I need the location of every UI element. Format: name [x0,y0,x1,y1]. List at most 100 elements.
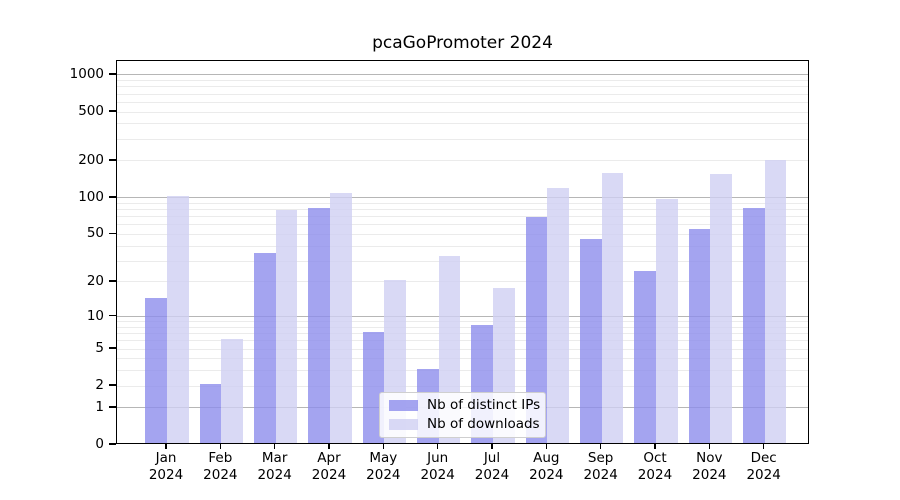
y-tick-label: 10 [86,307,104,324]
y-tick-mark [109,314,116,317]
bar-downloads-dec [764,160,787,443]
x-tick-mark [382,444,385,449]
x-tick-label: Jul 2024 [474,450,510,483]
y-tick-mark [109,159,116,161]
x-tick-mark [545,444,548,449]
minor-gridline [117,111,808,113]
minor-gridline [117,321,808,323]
x-tick-mark [708,444,711,449]
x-tick-mark [273,444,276,449]
bar-downloads-aug [547,188,570,443]
legend-item-downloads: Nb of downloads [389,417,545,432]
minor-gridline [117,123,808,125]
minor-gridline [117,202,808,204]
y-tick-mark [109,73,116,75]
bar-distinct-ips-feb [199,384,222,443]
y-tick-label: 500 [78,103,104,120]
bar-distinct-ips-aug [525,217,548,443]
bar-downloads-nov [710,174,733,443]
minor-gridline [117,281,808,283]
major-gridline [117,197,808,199]
x-tick-mark [762,444,765,449]
x-tick-label: Nov 2024 [692,450,727,483]
y-tick-label: 1000 [69,65,104,82]
x-tick-label: Dec 2024 [746,450,781,483]
minor-gridline [117,86,808,88]
y-tick-label: 2 [95,377,104,394]
legend-label-downloads: Nb of downloads [427,416,540,432]
minor-gridline [117,245,808,247]
minor-gridline [117,340,808,342]
y-tick-label: 100 [78,188,104,205]
x-tick-mark [599,444,602,449]
y-tick-mark [109,347,116,349]
bar-downloads-mar [275,210,298,443]
x-tick-mark [165,444,167,449]
legend-label-distinct-ips: Nb of distinct IPs [427,397,541,413]
legend-item-distinct-ips: Nb of distinct IPs [389,398,545,413]
plot-area: Nb of distinct IPs Nb of downloads [116,60,809,444]
y-tick-label: 0 [95,436,104,452]
x-tick-mark [328,444,330,449]
minor-gridline [117,333,808,335]
y-tick-label: 20 [86,272,104,289]
minor-gridline [117,385,808,387]
bar-distinct-ips-oct [634,270,656,443]
minor-gridline [117,348,808,350]
bar-downloads-feb [221,338,244,443]
chart-title: pcaGoPromoter 2024 [372,33,553,53]
y-tick-mark [109,232,116,235]
x-tick-label: May 2024 [366,450,401,483]
x-tick-mark [491,444,493,449]
minor-gridline [117,224,808,226]
minor-gridline [117,93,808,95]
x-tick-label: Jun 2024 [420,450,455,483]
y-tick-mark [109,443,116,445]
x-tick-mark [654,444,656,449]
legend-swatch-downloads [389,419,418,430]
y-tick-mark [109,406,116,408]
minor-gridline [117,370,808,372]
bar-distinct-ips-may [362,331,385,443]
bar-distinct-ips-sep [579,239,602,443]
x-tick-label: Feb 2024 [203,450,238,483]
major-gridline [117,74,808,76]
x-tick-label: Aug 2024 [529,450,564,483]
minor-gridline [117,233,808,235]
x-tick-label: Jan 2024 [148,450,184,483]
x-tick-label: Oct 2024 [637,450,673,483]
legend-swatch-distinct-ips [389,400,418,411]
bar-downloads-apr [329,193,352,443]
minor-gridline [117,326,808,328]
bar-distinct-ips-apr [308,207,330,443]
bar-distinct-ips-jan [145,297,167,443]
minor-gridline [117,160,808,162]
bar-distinct-ips-dec [742,207,765,443]
y-tick-label: 50 [86,225,104,242]
minor-gridline [117,138,808,140]
y-tick-mark [109,384,116,386]
minor-gridline [117,358,808,360]
x-tick-label: Mar 2024 [257,450,292,483]
legend: Nb of distinct IPs Nb of downloads [379,392,546,438]
y-tick-mark [109,280,116,282]
bar-downloads-sep [601,172,624,443]
minor-gridline [117,209,808,211]
x-tick-mark [436,444,439,449]
y-tick-label: 1 [95,398,104,415]
minor-gridline [117,80,808,82]
bar-downloads-oct [655,199,678,443]
y-tick-mark [109,110,116,112]
bar-downloads-jan [167,195,189,443]
minor-gridline [117,101,808,103]
y-tick-mark [109,196,116,198]
bar-distinct-ips-mar [253,252,276,443]
minor-gridline [117,216,808,218]
y-tick-label: 5 [95,340,104,357]
bar-distinct-ips-nov [688,229,711,443]
x-tick-label: Sep 2024 [583,450,618,483]
x-tick-label: Apr 2024 [311,450,347,483]
minor-gridline [117,260,808,262]
x-tick-mark [219,444,222,449]
